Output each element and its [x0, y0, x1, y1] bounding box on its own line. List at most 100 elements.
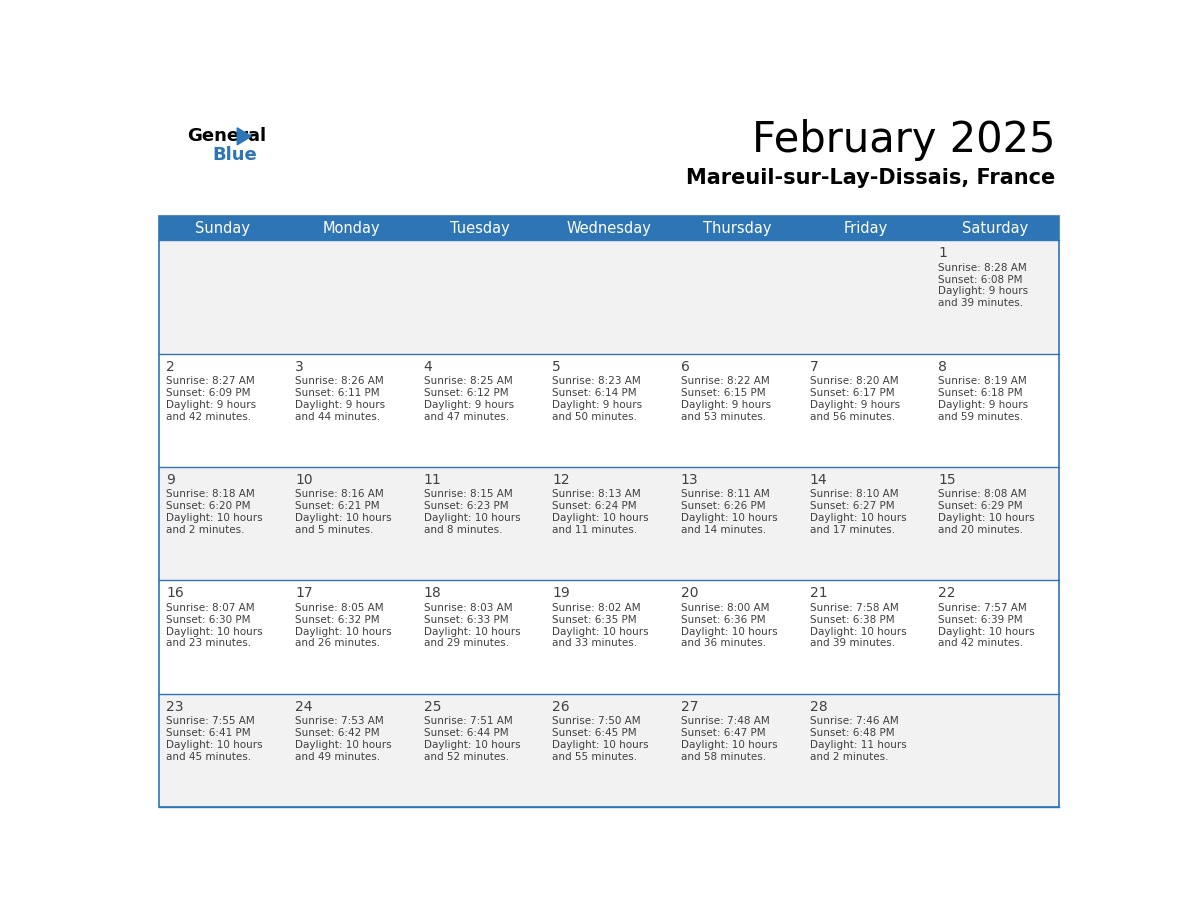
Text: Daylight: 10 hours: Daylight: 10 hours [166, 513, 263, 523]
Text: 11: 11 [424, 473, 442, 487]
Text: 3: 3 [295, 360, 304, 374]
Text: Wednesday: Wednesday [567, 221, 651, 236]
Text: Sunset: 6:14 PM: Sunset: 6:14 PM [552, 388, 637, 397]
Text: Sunset: 6:17 PM: Sunset: 6:17 PM [809, 388, 895, 397]
Text: 7: 7 [809, 360, 819, 374]
Text: 14: 14 [809, 473, 827, 487]
Text: and 26 minutes.: and 26 minutes. [295, 638, 380, 648]
Text: Daylight: 10 hours: Daylight: 10 hours [552, 513, 649, 523]
Text: Daylight: 10 hours: Daylight: 10 hours [681, 626, 778, 636]
Text: and 2 minutes.: and 2 minutes. [809, 752, 889, 762]
Text: 22: 22 [939, 587, 955, 600]
Text: and 29 minutes.: and 29 minutes. [424, 638, 508, 648]
Text: Sunrise: 8:19 AM: Sunrise: 8:19 AM [939, 376, 1026, 386]
Text: Monday: Monday [323, 221, 380, 236]
Text: and 36 minutes.: and 36 minutes. [681, 638, 766, 648]
Text: 17: 17 [295, 587, 312, 600]
Text: Daylight: 10 hours: Daylight: 10 hours [809, 626, 906, 636]
Text: Sunset: 6:26 PM: Sunset: 6:26 PM [681, 501, 765, 511]
Text: Sunrise: 7:48 AM: Sunrise: 7:48 AM [681, 716, 770, 726]
Text: Sunrise: 8:28 AM: Sunrise: 8:28 AM [939, 263, 1026, 273]
Text: Daylight: 9 hours: Daylight: 9 hours [424, 400, 513, 409]
Text: Daylight: 10 hours: Daylight: 10 hours [424, 740, 520, 750]
Text: 1: 1 [939, 246, 947, 261]
Text: Daylight: 9 hours: Daylight: 9 hours [295, 400, 385, 409]
Text: Daylight: 9 hours: Daylight: 9 hours [166, 400, 257, 409]
Text: Daylight: 10 hours: Daylight: 10 hours [809, 513, 906, 523]
Text: and 52 minutes.: and 52 minutes. [424, 752, 508, 762]
Text: Sunset: 6:45 PM: Sunset: 6:45 PM [552, 728, 637, 738]
Text: Sunset: 6:18 PM: Sunset: 6:18 PM [939, 388, 1023, 397]
Text: Sunset: 6:41 PM: Sunset: 6:41 PM [166, 728, 251, 738]
Text: Sunset: 6:30 PM: Sunset: 6:30 PM [166, 614, 251, 624]
Text: Daylight: 10 hours: Daylight: 10 hours [166, 626, 263, 636]
Text: and 49 minutes.: and 49 minutes. [295, 752, 380, 762]
Text: Sunrise: 7:58 AM: Sunrise: 7:58 AM [809, 602, 898, 612]
Text: Sunrise: 7:53 AM: Sunrise: 7:53 AM [295, 716, 384, 726]
Text: and 42 minutes.: and 42 minutes. [166, 412, 252, 421]
Text: 9: 9 [166, 473, 175, 487]
Text: Sunrise: 8:22 AM: Sunrise: 8:22 AM [681, 376, 770, 386]
Text: Daylight: 10 hours: Daylight: 10 hours [681, 513, 778, 523]
Text: Daylight: 10 hours: Daylight: 10 hours [424, 626, 520, 636]
Text: Sunrise: 8:25 AM: Sunrise: 8:25 AM [424, 376, 512, 386]
Bar [158, 241, 1060, 353]
Text: Sunset: 6:36 PM: Sunset: 6:36 PM [681, 614, 765, 624]
Text: Daylight: 10 hours: Daylight: 10 hours [295, 513, 392, 523]
Text: and 42 minutes.: and 42 minutes. [939, 638, 1023, 648]
Text: and 11 minutes.: and 11 minutes. [552, 525, 638, 535]
Text: and 50 minutes.: and 50 minutes. [552, 412, 637, 421]
Text: Sunset: 6:33 PM: Sunset: 6:33 PM [424, 614, 508, 624]
Text: Sunset: 6:24 PM: Sunset: 6:24 PM [552, 501, 637, 511]
Text: Sunrise: 7:46 AM: Sunrise: 7:46 AM [809, 716, 898, 726]
Text: 18: 18 [424, 587, 442, 600]
Text: and 58 minutes.: and 58 minutes. [681, 752, 766, 762]
Text: and 59 minutes.: and 59 minutes. [939, 412, 1023, 421]
Text: 5: 5 [552, 360, 561, 374]
Text: and 39 minutes.: and 39 minutes. [939, 298, 1023, 308]
Text: 16: 16 [166, 587, 184, 600]
Text: and 44 minutes.: and 44 minutes. [295, 412, 380, 421]
Text: Sunrise: 8:08 AM: Sunrise: 8:08 AM [939, 489, 1026, 499]
Text: Daylight: 9 hours: Daylight: 9 hours [809, 400, 899, 409]
Text: Daylight: 10 hours: Daylight: 10 hours [939, 513, 1035, 523]
Text: and 2 minutes.: and 2 minutes. [166, 525, 245, 535]
Text: and 45 minutes.: and 45 minutes. [166, 752, 252, 762]
Text: and 17 minutes.: and 17 minutes. [809, 525, 895, 535]
Bar [158, 467, 1060, 580]
Text: General: General [188, 127, 266, 145]
Text: 15: 15 [939, 473, 956, 487]
Text: and 33 minutes.: and 33 minutes. [552, 638, 638, 648]
Text: Sunrise: 7:50 AM: Sunrise: 7:50 AM [552, 716, 640, 726]
Bar [158, 580, 1060, 694]
Text: Sunrise: 8:18 AM: Sunrise: 8:18 AM [166, 489, 255, 499]
Text: Sunrise: 8:20 AM: Sunrise: 8:20 AM [809, 376, 898, 386]
Text: Sunset: 6:27 PM: Sunset: 6:27 PM [809, 501, 895, 511]
Text: Daylight: 10 hours: Daylight: 10 hours [295, 626, 392, 636]
Text: Sunset: 6:29 PM: Sunset: 6:29 PM [939, 501, 1023, 511]
Text: 2: 2 [166, 360, 175, 374]
Text: Blue: Blue [211, 146, 257, 164]
Text: 10: 10 [295, 473, 312, 487]
Text: 4: 4 [424, 360, 432, 374]
Text: Saturday: Saturday [961, 221, 1028, 236]
Text: Sunrise: 8:27 AM: Sunrise: 8:27 AM [166, 376, 255, 386]
Text: Sunset: 6:35 PM: Sunset: 6:35 PM [552, 614, 637, 624]
Text: Daylight: 10 hours: Daylight: 10 hours [681, 740, 778, 750]
Text: Sunrise: 8:13 AM: Sunrise: 8:13 AM [552, 489, 642, 499]
Text: and 14 minutes.: and 14 minutes. [681, 525, 766, 535]
Text: and 39 minutes.: and 39 minutes. [809, 638, 895, 648]
Text: Sunset: 6:11 PM: Sunset: 6:11 PM [295, 388, 380, 397]
Text: Daylight: 10 hours: Daylight: 10 hours [939, 626, 1035, 636]
Text: Sunrise: 8:05 AM: Sunrise: 8:05 AM [295, 602, 384, 612]
Text: February 2025: February 2025 [752, 119, 1055, 162]
Text: and 47 minutes.: and 47 minutes. [424, 412, 508, 421]
Text: Sunrise: 7:55 AM: Sunrise: 7:55 AM [166, 716, 255, 726]
Text: 19: 19 [552, 587, 570, 600]
Text: Sunset: 6:47 PM: Sunset: 6:47 PM [681, 728, 765, 738]
Text: and 56 minutes.: and 56 minutes. [809, 412, 895, 421]
Text: and 55 minutes.: and 55 minutes. [552, 752, 638, 762]
Text: Sunset: 6:48 PM: Sunset: 6:48 PM [809, 728, 895, 738]
Text: Sunset: 6:21 PM: Sunset: 6:21 PM [295, 501, 380, 511]
Text: 27: 27 [681, 700, 699, 714]
